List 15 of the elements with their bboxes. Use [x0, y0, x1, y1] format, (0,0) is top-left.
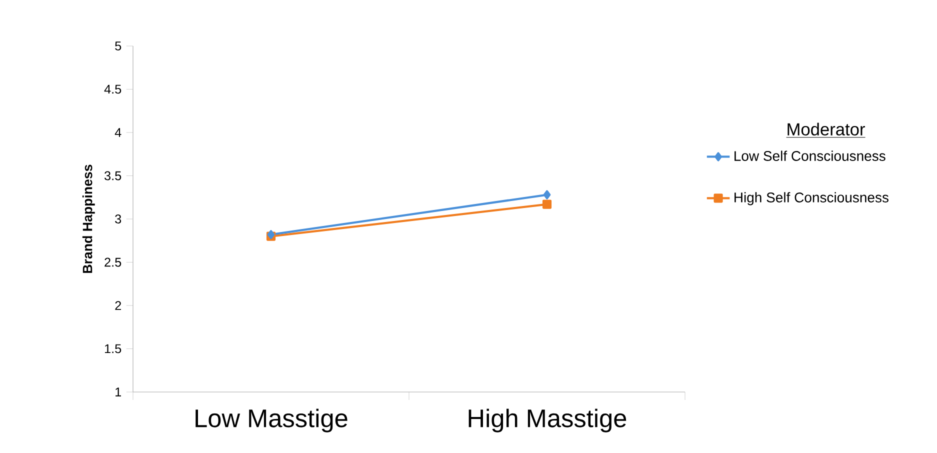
y-tick-label: 1 [116, 388, 121, 396]
y-tick-label: 3 [115, 214, 122, 224]
y-tick-label: 2.5 [104, 258, 122, 267]
y-tick-label: 2 [115, 301, 121, 310]
legend-title: Moderator [788, 122, 865, 136]
y-tick-label: 4.5 [104, 84, 122, 94]
y-tick-label: 1.5 [104, 344, 122, 354]
y-tick-label: 5 [115, 42, 122, 50]
legend-label: Low Self Consciousness [734, 150, 886, 161]
y-tick-label: 3.5 [104, 171, 122, 180]
legend-label: High Self Consciousness [734, 192, 888, 206]
x-tick-label: Low Masstige [196, 408, 348, 432]
y-tick-label: 4 [114, 128, 122, 137]
y-axis-title: Brand Happiness [82, 164, 95, 273]
x-tick-label: High Masstige [468, 408, 626, 432]
